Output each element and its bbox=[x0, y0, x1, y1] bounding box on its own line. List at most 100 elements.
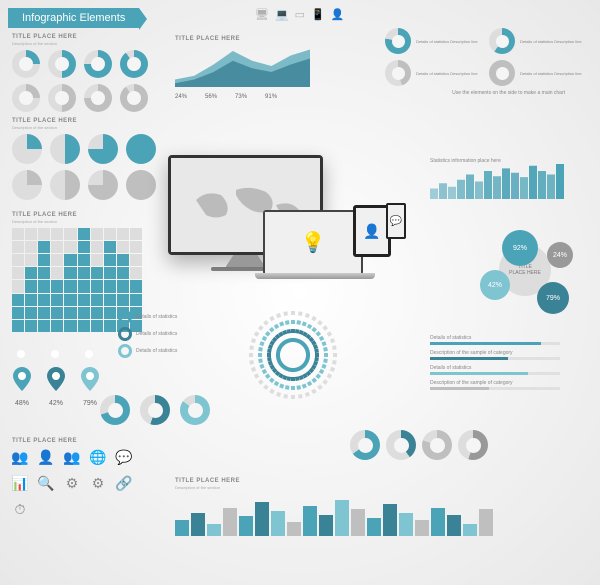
torus-donut bbox=[140, 395, 170, 425]
bar-item bbox=[431, 508, 445, 536]
mix-donut bbox=[422, 430, 452, 460]
bubble-cluster: TITLEPLACE HERE92%24%42%79% bbox=[480, 225, 570, 315]
grid-cell bbox=[78, 241, 90, 253]
bar-item bbox=[479, 509, 493, 536]
hbar-item: Details of statistics bbox=[430, 365, 560, 375]
grid-cell bbox=[12, 307, 24, 319]
grid-cell bbox=[12, 267, 24, 279]
grid-cell bbox=[78, 267, 90, 279]
info-icon: ⚙ bbox=[90, 475, 106, 491]
bar-item bbox=[287, 522, 301, 536]
grid-cell bbox=[64, 267, 76, 279]
grid-cell bbox=[78, 254, 90, 266]
info-icon: 🔗 bbox=[116, 475, 132, 491]
steps-section: Details of statistics Details of statisti… bbox=[118, 310, 177, 361]
grid-cell bbox=[38, 320, 50, 332]
pct-value: 24% bbox=[175, 94, 187, 100]
section-title: TITLE PLACE HERE bbox=[175, 478, 565, 484]
bar-item bbox=[191, 513, 205, 536]
grid-cell bbox=[64, 228, 76, 240]
grid-cell bbox=[104, 254, 116, 266]
section-subtitle: Description of the section bbox=[12, 41, 148, 46]
grid-cell bbox=[117, 267, 129, 279]
bar-item bbox=[415, 520, 429, 536]
grid-cell bbox=[104, 241, 116, 253]
grid-cell bbox=[25, 254, 37, 266]
bar-item bbox=[335, 500, 349, 536]
grid-cell bbox=[117, 254, 129, 266]
grid-cell bbox=[91, 267, 103, 279]
grid-cell bbox=[91, 307, 103, 319]
grid-cell bbox=[104, 267, 116, 279]
grid-cell bbox=[12, 280, 24, 292]
bar-item bbox=[255, 502, 269, 536]
grid-cell bbox=[51, 267, 63, 279]
step-item: Details of statistics bbox=[118, 327, 177, 341]
bar-chart bbox=[175, 496, 565, 536]
grid-cell bbox=[12, 228, 24, 240]
grid-cell bbox=[130, 267, 142, 279]
grid-cell bbox=[51, 254, 63, 266]
mini-area-chart bbox=[430, 164, 565, 199]
bottom-bar-section: TITLE PLACE HERE Description of the sect… bbox=[175, 478, 565, 536]
chat-icon: 💬 bbox=[388, 205, 404, 237]
grid-cell bbox=[91, 228, 103, 240]
info-icon: 💬 bbox=[116, 449, 132, 465]
bubble-item: 92% bbox=[502, 230, 538, 266]
donut-item bbox=[48, 84, 76, 112]
grid-cell bbox=[51, 294, 63, 306]
grid-cell bbox=[117, 228, 129, 240]
section-title: TITLE PLACE HERE bbox=[12, 34, 148, 40]
donut-item bbox=[48, 50, 76, 78]
grid-cell bbox=[51, 307, 63, 319]
donut-item bbox=[120, 84, 148, 112]
bubble-item: 42% bbox=[480, 270, 510, 300]
icon-grid-section: TITLE PLACE HERE 👥👤👥🌐💬📊🔍⚙⚙🔗⏱ bbox=[12, 438, 152, 517]
info-icon: ⏱ bbox=[12, 501, 28, 517]
hbar-section: Details of statistics Description of the … bbox=[430, 335, 560, 395]
grid-cell bbox=[38, 241, 50, 253]
donut-item bbox=[12, 50, 40, 78]
info-icon: 👥 bbox=[64, 449, 80, 465]
bar-item bbox=[223, 508, 237, 536]
grid-cell bbox=[51, 228, 63, 240]
monitor-icon: 🖥 bbox=[255, 8, 269, 21]
grid-cell bbox=[91, 320, 103, 332]
grid-cell bbox=[51, 241, 63, 253]
pin-item: 42% bbox=[46, 345, 66, 407]
area-chart bbox=[175, 42, 310, 87]
mix-donut bbox=[386, 430, 416, 460]
grid-cell bbox=[64, 320, 76, 332]
grid-cell bbox=[64, 307, 76, 319]
grid-cell bbox=[91, 294, 103, 306]
bubble-item: 79% bbox=[537, 282, 569, 314]
grid-cell bbox=[25, 241, 37, 253]
grid-cell bbox=[104, 280, 116, 292]
grid-cell bbox=[25, 267, 37, 279]
bar-item bbox=[463, 524, 477, 536]
donut-item bbox=[12, 84, 40, 112]
grid-cell bbox=[130, 228, 142, 240]
section-subtitle: Description of the section bbox=[175, 485, 565, 490]
device-cluster: 💡 👤 💬 bbox=[168, 155, 323, 271]
laptop-icon: 💻 bbox=[275, 8, 289, 21]
grid-cell bbox=[104, 294, 116, 306]
grid-cell bbox=[12, 254, 24, 266]
donut-section: TITLE PLACE HERE Description of the sect… bbox=[12, 34, 148, 118]
grid-cell bbox=[91, 254, 103, 266]
info-icon: ⚙ bbox=[64, 475, 80, 491]
section-title: TITLE PLACE HERE bbox=[12, 118, 156, 124]
step-item: Details of statistics bbox=[118, 344, 177, 358]
grid-cell bbox=[12, 320, 24, 332]
pct-value: 56% bbox=[205, 94, 217, 100]
grid-cell bbox=[64, 254, 76, 266]
grid-cell bbox=[78, 228, 90, 240]
hbar-item: Description of the sample of category bbox=[430, 380, 560, 390]
grid-cell bbox=[38, 294, 50, 306]
laptop-device: 💡 bbox=[263, 210, 363, 275]
stat-donut: Details of statistics Description line bbox=[385, 28, 481, 54]
donut-grid-section: Details of statistics Description line De… bbox=[385, 28, 585, 96]
stat-donut: Details of statistics Description line bbox=[489, 60, 585, 86]
torus-donut bbox=[100, 395, 130, 425]
stat-donut: Details of statistics Description line bbox=[385, 60, 481, 86]
